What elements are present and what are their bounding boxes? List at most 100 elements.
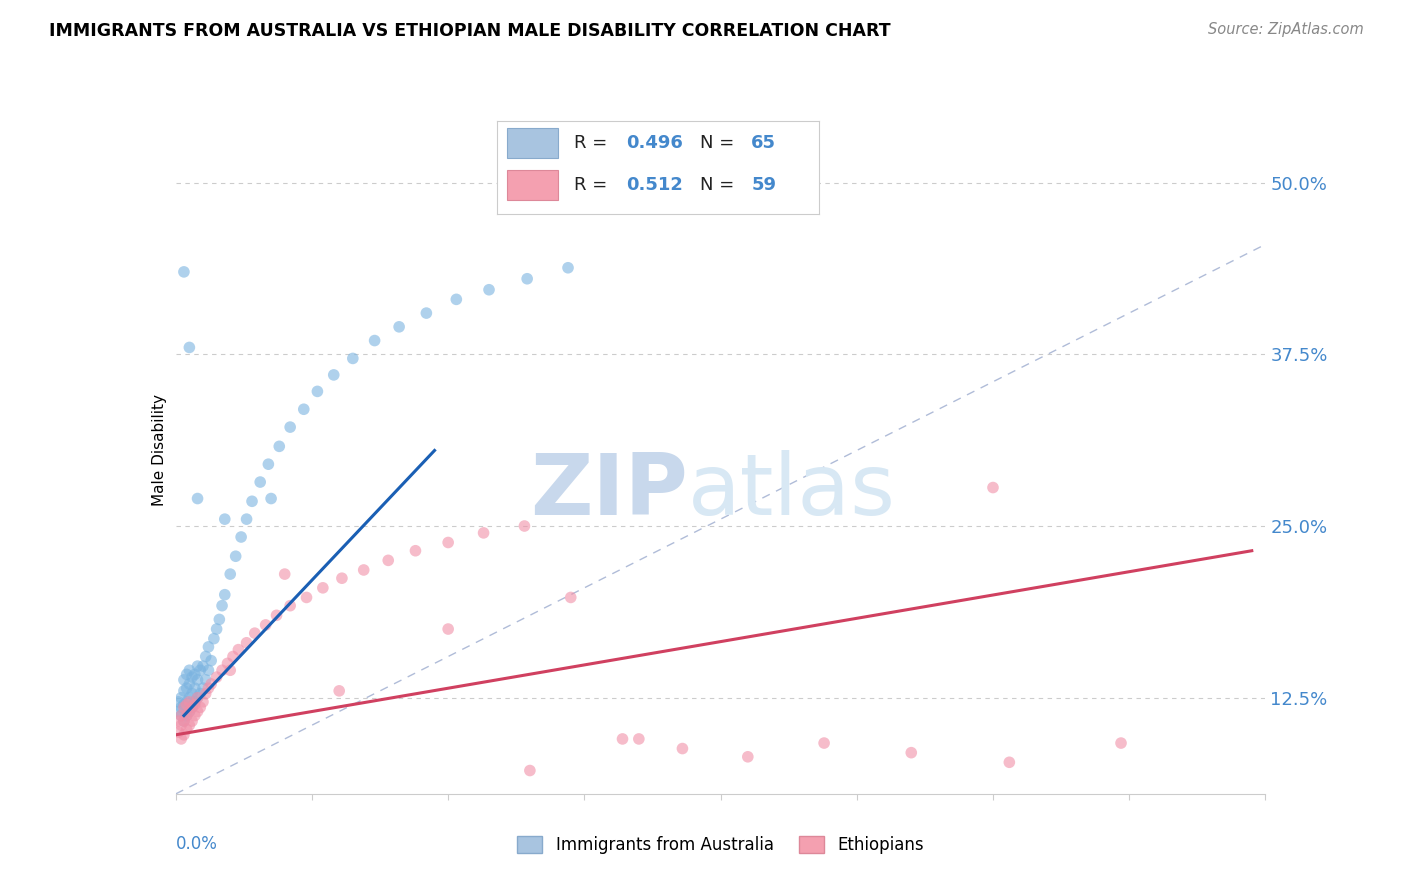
Point xyxy=(219,567,242,582)
Point xyxy=(170,708,193,723)
Point xyxy=(219,663,242,677)
Point xyxy=(342,351,364,366)
Point xyxy=(173,265,195,279)
Point xyxy=(188,663,211,677)
Point xyxy=(186,705,209,719)
Point xyxy=(257,457,280,471)
Point xyxy=(307,384,329,399)
Point xyxy=(205,622,228,636)
Point xyxy=(437,622,460,636)
Point xyxy=(205,670,228,684)
Point xyxy=(981,481,1004,495)
Point xyxy=(170,718,193,732)
Point xyxy=(737,749,759,764)
Text: Source: ZipAtlas.com: Source: ZipAtlas.com xyxy=(1208,22,1364,37)
Point xyxy=(197,663,219,677)
Point xyxy=(179,663,201,677)
Point xyxy=(194,673,217,687)
Point xyxy=(472,525,495,540)
Point xyxy=(191,659,214,673)
Point xyxy=(176,723,198,737)
Point xyxy=(173,700,195,714)
Point xyxy=(170,690,193,705)
Point xyxy=(363,334,385,348)
Point xyxy=(513,519,536,533)
Point xyxy=(173,714,195,728)
Point xyxy=(184,695,207,709)
Point xyxy=(186,673,209,687)
Point xyxy=(197,681,219,695)
Point xyxy=(170,700,193,714)
Point xyxy=(179,690,201,705)
Point xyxy=(173,683,195,698)
Point xyxy=(167,705,190,719)
Point xyxy=(211,663,233,677)
Point xyxy=(170,731,193,746)
Point xyxy=(186,491,209,506)
Point xyxy=(184,698,207,712)
Point xyxy=(516,271,538,285)
Point xyxy=(173,714,195,728)
Point xyxy=(446,293,468,307)
Point xyxy=(671,741,693,756)
Point xyxy=(330,571,353,585)
Point xyxy=(188,700,211,714)
Point xyxy=(176,708,198,723)
Point xyxy=(167,714,190,728)
Point xyxy=(200,654,222,668)
Point xyxy=(184,667,207,681)
Point xyxy=(612,731,634,746)
Point xyxy=(181,670,204,684)
Point xyxy=(437,535,460,549)
Y-axis label: Male Disability: Male Disability xyxy=(152,394,167,507)
Point xyxy=(170,708,193,723)
Point xyxy=(998,756,1021,770)
Point xyxy=(295,591,318,605)
Point xyxy=(415,306,437,320)
Point xyxy=(519,764,541,778)
Point xyxy=(254,618,277,632)
Point xyxy=(211,599,233,613)
Point xyxy=(173,698,195,712)
Point xyxy=(194,649,217,664)
Point xyxy=(243,626,266,640)
Text: atlas: atlas xyxy=(688,450,896,533)
Point xyxy=(388,319,411,334)
Point xyxy=(181,700,204,714)
Point xyxy=(266,608,288,623)
Point xyxy=(186,690,209,705)
Point xyxy=(176,695,198,709)
Point xyxy=(173,673,195,687)
Point xyxy=(328,683,350,698)
Point xyxy=(278,599,301,613)
Point xyxy=(167,725,190,739)
Point xyxy=(312,581,335,595)
Point xyxy=(173,728,195,742)
Point xyxy=(217,657,239,671)
Point xyxy=(292,402,315,417)
Point xyxy=(176,667,198,681)
Point xyxy=(197,640,219,654)
Point xyxy=(235,512,257,526)
Text: IMMIGRANTS FROM AUSTRALIA VS ETHIOPIAN MALE DISABILITY CORRELATION CHART: IMMIGRANTS FROM AUSTRALIA VS ETHIOPIAN M… xyxy=(49,22,891,40)
Point xyxy=(560,591,582,605)
Point xyxy=(176,708,198,723)
Text: ZIP: ZIP xyxy=(530,450,688,533)
Point xyxy=(278,420,301,434)
Point xyxy=(181,700,204,714)
Point xyxy=(235,636,257,650)
Point xyxy=(194,687,217,701)
Point xyxy=(353,563,375,577)
Point xyxy=(186,690,209,705)
Point xyxy=(478,283,501,297)
Point xyxy=(231,530,253,544)
Point xyxy=(405,543,427,558)
Point xyxy=(167,695,190,709)
Text: 0.0%: 0.0% xyxy=(176,835,218,853)
Point xyxy=(179,695,201,709)
Point xyxy=(1109,736,1132,750)
Point xyxy=(176,681,198,695)
Point xyxy=(184,708,207,723)
Point xyxy=(179,705,201,719)
Point xyxy=(181,687,204,701)
